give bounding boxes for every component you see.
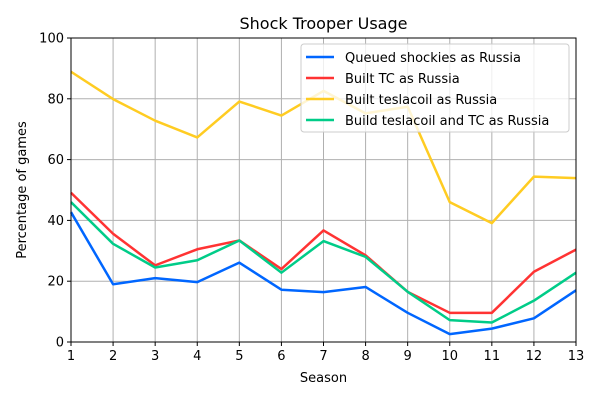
x-tick-label: 9 (404, 349, 412, 364)
x-tick-label: 7 (319, 349, 327, 364)
y-tick-label: 100 (39, 32, 64, 47)
legend: Queued shockies as Russia Built TC as Rus… (300, 43, 570, 133)
x-tick-label: 1 (67, 349, 75, 364)
y-tick-label: 20 (47, 275, 64, 290)
x-tick-label: 2 (109, 349, 117, 364)
x-tick-label: 12 (526, 349, 543, 364)
x-tick-label: 4 (193, 349, 201, 364)
legend-box (300, 43, 570, 133)
y-tick-label: 80 (47, 92, 64, 107)
x-axis-ticks: 1 2 3 4 5 6 7 8 9 10 11 12 13 (67, 342, 584, 364)
x-tick-label: 10 (441, 349, 458, 364)
legend-label: Built TC as Russia (345, 72, 460, 87)
y-axis-ticks: 0 20 40 60 80 100 (39, 32, 71, 351)
y-tick-label: 0 (56, 336, 64, 351)
y-tick-label: 60 (47, 153, 64, 168)
x-tick-label: 6 (277, 349, 285, 364)
legend-label: Built teslacoil as Russia (345, 93, 497, 108)
chart-title: Shock Trooper Usage (240, 14, 408, 33)
x-tick-label: 11 (484, 349, 501, 364)
y-tick-label: 40 (47, 214, 64, 229)
legend-label: Build teslacoil and TC as Russia (345, 114, 549, 129)
x-tick-label: 8 (361, 349, 369, 364)
x-tick-label: 3 (151, 349, 159, 364)
legend-label: Queued shockies as Russia (345, 51, 521, 66)
x-axis-label: Season (300, 371, 347, 386)
series-line-0 (69, 211, 577, 336)
series-line-3 (70, 201, 577, 324)
x-tick-label: 5 (235, 349, 243, 364)
y-axis-label: Percentage of games (15, 121, 30, 259)
series-line-1 (70, 191, 577, 315)
x-tick-label: 13 (568, 349, 585, 364)
